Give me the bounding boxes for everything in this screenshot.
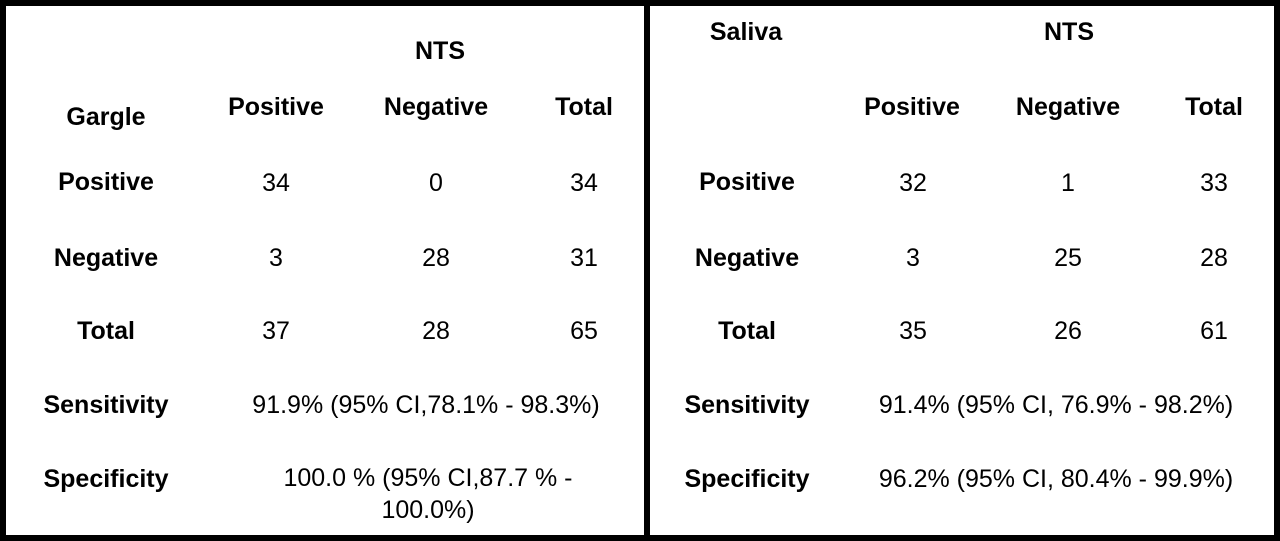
row-label-positive: Positive — [699, 168, 795, 196]
table-cell: 34 — [262, 169, 290, 197]
sensitivity-value: 91.4% (95% CI, 76.9% - 98.2%) — [878, 391, 1234, 419]
table-cell: 26 — [1054, 317, 1082, 345]
table-cell: 65 — [570, 317, 598, 345]
col-header-total: Total — [1185, 93, 1243, 121]
table-cell: 37 — [262, 317, 290, 345]
row-label-positive: Positive — [58, 168, 154, 196]
sensitivity-label: Sensitivity — [43, 391, 169, 419]
table-cell: 34 — [570, 169, 598, 197]
col-header-positive: Positive — [864, 93, 960, 121]
specificity-value: 100.0 % (95% CI,87.7 % - 100.0%) — [283, 464, 573, 524]
saliva-table: Saliva NTS Positive Negative Total Posit… — [644, 0, 1280, 541]
row-label-negative: Negative — [53, 244, 159, 272]
row-label-negative: Negative — [694, 244, 800, 272]
column-group-title: NTS — [1044, 18, 1094, 46]
table-cell: 3 — [906, 244, 920, 272]
table-cell: 61 — [1200, 317, 1228, 345]
sensitivity-value: 91.9% (95% CI,78.1% - 98.3%) — [252, 391, 600, 419]
specificity-value: 96.2% (95% CI, 80.4% - 99.9%) — [878, 465, 1234, 493]
col-header-positive: Positive — [228, 93, 324, 121]
row-group-title: Saliva — [709, 18, 783, 46]
table-cell: 35 — [899, 317, 927, 345]
table-cell: 1 — [1061, 169, 1075, 197]
table-cell: 28 — [422, 317, 450, 345]
gargle-table: NTS Gargle Positive Negative Total Posit… — [0, 0, 650, 541]
table-cell: 28 — [1200, 244, 1228, 272]
col-header-total: Total — [555, 93, 613, 121]
row-label-total: Total — [77, 317, 135, 345]
row-label-total: Total — [718, 317, 776, 345]
specificity-label: Specificity — [684, 465, 810, 493]
table-cell: 32 — [899, 169, 927, 197]
table-cell: 0 — [429, 169, 443, 197]
row-group-title: Gargle — [66, 103, 146, 131]
table-cell: 33 — [1200, 169, 1228, 197]
col-header-negative: Negative — [1015, 93, 1121, 121]
table-cell: 3 — [269, 244, 283, 272]
column-group-title: NTS — [415, 37, 465, 65]
table-cell: 28 — [422, 244, 450, 272]
col-header-negative: Negative — [383, 93, 489, 121]
sensitivity-label: Sensitivity — [684, 391, 810, 419]
specificity-label: Specificity — [43, 465, 169, 493]
table-cell: 31 — [570, 244, 598, 272]
table-cell: 25 — [1054, 244, 1082, 272]
